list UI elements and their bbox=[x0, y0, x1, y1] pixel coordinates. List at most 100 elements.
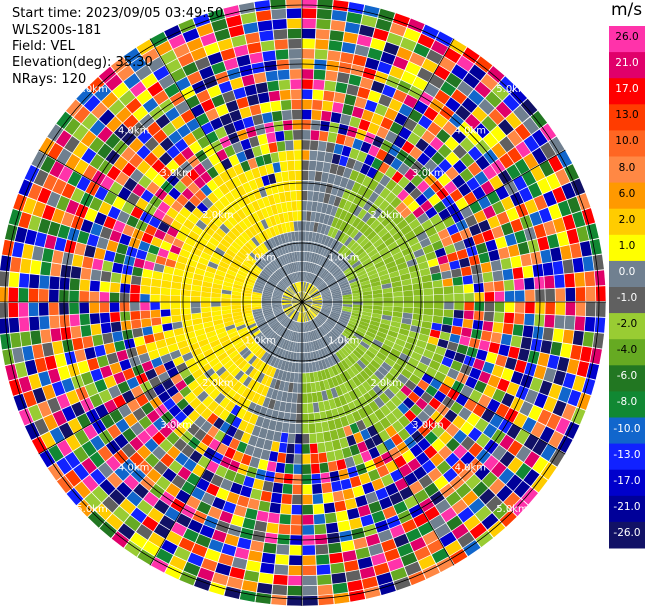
range-gate bbox=[80, 324, 92, 337]
range-gate bbox=[349, 241, 359, 252]
range-gate bbox=[388, 98, 403, 112]
range-gate bbox=[104, 342, 116, 355]
range-gate bbox=[322, 162, 331, 173]
range-gate bbox=[395, 235, 407, 246]
range-gate bbox=[159, 166, 173, 180]
range-gate bbox=[28, 302, 39, 317]
range-gate bbox=[362, 308, 373, 313]
range-gate bbox=[106, 472, 123, 489]
range-gate bbox=[292, 298, 302, 302]
colorbar-tick-label: -30.0 bbox=[613, 553, 641, 565]
range-gate bbox=[241, 302, 251, 306]
range-gate bbox=[322, 300, 333, 302]
range-gate bbox=[366, 377, 377, 389]
range-gate bbox=[294, 283, 299, 293]
range-gate bbox=[291, 201, 297, 211]
range-gate bbox=[206, 483, 220, 497]
range-gate bbox=[420, 200, 433, 213]
range-gate bbox=[234, 254, 245, 264]
range-gate bbox=[383, 339, 395, 348]
range-gate bbox=[252, 223, 262, 234]
range-gate bbox=[255, 468, 267, 481]
range-gate bbox=[302, 302, 312, 306]
range-gate bbox=[262, 268, 272, 277]
range-gate bbox=[365, 265, 376, 273]
range-gate bbox=[28, 288, 39, 302]
range-gate bbox=[207, 51, 223, 66]
range-gate bbox=[285, 319, 292, 329]
range-gate bbox=[277, 224, 284, 235]
range-gate bbox=[493, 312, 505, 323]
range-gate bbox=[403, 117, 418, 132]
range-gate bbox=[367, 122, 380, 135]
range-gate bbox=[376, 351, 387, 362]
range-gate bbox=[220, 356, 231, 366]
range-gate bbox=[437, 144, 452, 158]
range-gate bbox=[322, 303, 333, 306]
range-gate bbox=[340, 247, 350, 257]
range-gate bbox=[400, 37, 417, 52]
range-gate bbox=[283, 294, 293, 299]
range-gate bbox=[534, 392, 548, 409]
range-gate bbox=[332, 293, 342, 298]
range-gate bbox=[171, 200, 184, 213]
range-gate bbox=[58, 422, 74, 439]
range-gate bbox=[320, 309, 331, 315]
range-gate bbox=[408, 391, 420, 404]
range-gate bbox=[338, 279, 348, 286]
range-gate bbox=[321, 421, 330, 432]
range-gate bbox=[499, 451, 515, 467]
range-gate bbox=[307, 272, 312, 283]
range-gate bbox=[312, 319, 319, 329]
range-gate bbox=[390, 157, 403, 171]
range-gate bbox=[109, 362, 122, 375]
range-gate bbox=[150, 31, 168, 48]
range-gate bbox=[393, 500, 408, 515]
range-gate bbox=[137, 460, 153, 475]
range-gate bbox=[371, 313, 382, 319]
range-gate bbox=[280, 99, 292, 111]
range-gate bbox=[411, 430, 424, 444]
range-gate bbox=[224, 469, 237, 482]
range-gate bbox=[362, 416, 373, 428]
range-gate bbox=[400, 368, 413, 379]
range-gate bbox=[305, 283, 310, 293]
range-gate bbox=[306, 211, 312, 221]
range-gate bbox=[151, 159, 166, 173]
range-gate bbox=[302, 160, 309, 171]
range-gate bbox=[268, 262, 277, 272]
range-gate bbox=[46, 191, 61, 208]
range-gate bbox=[524, 199, 538, 214]
range-gate bbox=[281, 278, 289, 287]
range-gate bbox=[285, 453, 295, 464]
range-gate bbox=[311, 232, 317, 243]
range-gate bbox=[203, 321, 214, 329]
range-gate bbox=[365, 533, 381, 547]
range-gate bbox=[239, 347, 249, 357]
range-gate bbox=[330, 266, 340, 275]
range-gate bbox=[318, 326, 326, 336]
range-gate bbox=[323, 90, 335, 102]
range-gate bbox=[311, 263, 317, 274]
range-gate bbox=[328, 194, 337, 206]
range-gate bbox=[302, 302, 312, 305]
range-gate bbox=[238, 419, 249, 432]
range-gate bbox=[413, 100, 429, 115]
range-gate bbox=[397, 543, 414, 557]
range-gate bbox=[44, 355, 57, 371]
range-gate bbox=[480, 262, 492, 273]
range-gate bbox=[149, 376, 162, 388]
range-gate bbox=[344, 94, 357, 106]
range-gate bbox=[390, 395, 403, 407]
range-gate bbox=[359, 223, 370, 234]
range-gate bbox=[384, 130, 398, 144]
range-gate bbox=[39, 449, 56, 468]
range-gate bbox=[311, 275, 317, 285]
range-gate bbox=[294, 150, 302, 160]
range-gate bbox=[70, 187, 85, 203]
range-gate bbox=[391, 280, 402, 288]
range-gate bbox=[496, 485, 513, 502]
range-gate bbox=[312, 304, 322, 308]
range-gate bbox=[182, 351, 194, 362]
range-gate bbox=[367, 90, 382, 103]
